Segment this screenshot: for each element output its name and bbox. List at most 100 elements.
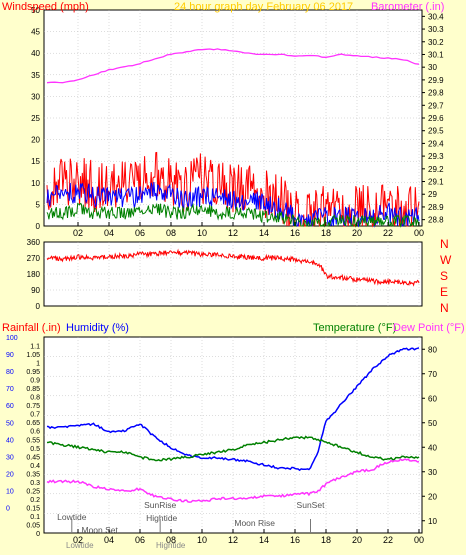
barometer-tick-label: 29.2 bbox=[428, 165, 444, 174]
x-tick-label: 06 bbox=[135, 228, 145, 238]
average-line bbox=[46, 181, 420, 228]
x-tick-label: 14 bbox=[259, 535, 269, 545]
direction-axis-ticks: 0 90 180 270 360 bbox=[27, 238, 41, 311]
temperature-tick-label: 60 bbox=[428, 394, 437, 403]
humidity-axis-title: Humidity (%) bbox=[66, 322, 129, 334]
windspeed-tick-label: 35 bbox=[31, 71, 40, 80]
barometer-axis-ticks: 28.8 28.9 29 29.1 29.2 29.3 29.4 29.5 29.6 29.7 29… bbox=[422, 12, 444, 225]
x-tick-label: 02 bbox=[73, 228, 83, 238]
windspeed-tick-label: 5 bbox=[36, 200, 41, 209]
rainfall-tick-label: 0.8 bbox=[30, 395, 40, 402]
dew-point-axis-title: Dew Point (°F) bbox=[393, 322, 465, 334]
x-tick-label: 02 bbox=[73, 535, 83, 545]
x-tick-label: 12 bbox=[228, 228, 238, 238]
windspeed-tick-label: 50 bbox=[31, 6, 40, 15]
rainfall-axis-ticks: 0 0.050.1 0.150.2 0.250.3 0.350.4 0.450.5 0.55… bbox=[26, 344, 40, 538]
compass-label: W bbox=[440, 253, 452, 267]
rainfall-axis-title: Rainfall (.in) bbox=[2, 322, 61, 334]
humidity-tick-label: 100 bbox=[6, 335, 18, 342]
temperature-axis-title: Temperature (°F) bbox=[313, 322, 396, 334]
wind-panel-x-ticks: 02 04 06 08 10 12 14 16 18 20 22 00 bbox=[73, 222, 424, 238]
barometer-tick-label: 30 bbox=[428, 63, 437, 72]
rainfall-tick-label: 0.25 bbox=[26, 488, 40, 495]
windspeed-axis-title: Windspeed (mph) bbox=[2, 1, 89, 13]
barometer-tick-label: 30.4 bbox=[428, 12, 444, 21]
barometer-tick-label: 29.7 bbox=[428, 101, 444, 110]
barometer-line bbox=[46, 48, 420, 84]
windspeed-tick-label: 0 bbox=[36, 222, 41, 231]
x-tick-label: 22 bbox=[383, 228, 393, 238]
x-tick-label: 06 bbox=[135, 535, 145, 545]
barometer-tick-label: 29.4 bbox=[428, 139, 444, 148]
annotation-label: SunSet bbox=[297, 500, 326, 510]
annotation-label: Hightide bbox=[146, 513, 177, 523]
barometer-tick-label: 29.8 bbox=[428, 89, 444, 98]
x-tick-label: 12 bbox=[228, 535, 238, 545]
x-tick-label: 16 bbox=[290, 228, 300, 238]
humidity-tick-label: 50 bbox=[6, 420, 14, 427]
barometer-tick-label: 29.9 bbox=[428, 76, 444, 85]
direction-tick-label: 180 bbox=[27, 270, 41, 279]
temperature-tick-label: 20 bbox=[428, 492, 437, 501]
windspeed-tick-label: 25 bbox=[31, 114, 40, 123]
rainfall-tick-label: 0.1 bbox=[30, 514, 40, 521]
temperature-tick-label: 80 bbox=[428, 345, 437, 354]
barometer-axis-title: Barometer (.in) bbox=[371, 1, 444, 13]
chart-title: 24 hour graph day February 06 2017 bbox=[174, 1, 353, 13]
x-tick-label: 16 bbox=[290, 535, 300, 545]
humidity-tick-label: 40 bbox=[6, 437, 14, 444]
barometer-tick-label: 30.3 bbox=[428, 25, 444, 34]
rainfall-tick-label: 1.1 bbox=[30, 344, 40, 351]
humidity-tick-label: 60 bbox=[6, 403, 14, 410]
direction-line bbox=[46, 248, 420, 287]
rainfall-tick-label: 0 bbox=[36, 531, 40, 538]
humidity-tick-label: 80 bbox=[6, 369, 14, 376]
barometer-tick-label: 29.5 bbox=[428, 127, 444, 136]
humidity-axis-ticks: 0 10 20 30 40 50 60 70 80 90 100 bbox=[6, 335, 18, 513]
humidity-tick-label: 30 bbox=[6, 454, 14, 461]
humidity-tick-label: 70 bbox=[6, 386, 14, 393]
windspeed-tick-label: 20 bbox=[31, 136, 40, 145]
temperature-tick-label: 30 bbox=[428, 468, 437, 477]
rainfall-tick-label: 0.75 bbox=[26, 403, 40, 410]
humidity-panel-series bbox=[46, 347, 420, 503]
x-tick-label: 20 bbox=[352, 535, 362, 545]
x-tick-label: 20 bbox=[352, 228, 362, 238]
rainfall-tick-label: 0.45 bbox=[26, 454, 40, 461]
direction-panel-series bbox=[46, 248, 420, 287]
x-tick-label: 18 bbox=[321, 535, 331, 545]
low-line bbox=[46, 202, 420, 228]
rainfall-tick-label: 0.95 bbox=[26, 369, 40, 376]
astro-annotations: Lowtide Moon Set SunRise Hightide Moon Rise S… bbox=[57, 500, 325, 535]
windspeed-tick-label: 40 bbox=[31, 49, 40, 58]
barometer-tick-label: 29.3 bbox=[428, 152, 444, 161]
x-tick-label: 08 bbox=[166, 228, 176, 238]
windspeed-tick-label: 15 bbox=[31, 157, 40, 166]
direction-tick-label: 90 bbox=[31, 286, 40, 295]
rainfall-tick-label: 0.4 bbox=[30, 463, 40, 470]
barometer-tick-label: 30.2 bbox=[428, 38, 444, 47]
x-tick-label: 10 bbox=[197, 535, 207, 545]
x-tick-label: 08 bbox=[166, 535, 176, 545]
x-tick-label: 10 bbox=[197, 228, 207, 238]
temperature-tick-label: 70 bbox=[428, 370, 437, 379]
rainfall-tick-label: 0.2 bbox=[30, 497, 40, 504]
x-tick-label: 00 bbox=[414, 535, 424, 545]
rainfall-tick-label: 1.05 bbox=[26, 352, 40, 359]
compass-label: N bbox=[440, 237, 449, 251]
x-tick-label: 04 bbox=[104, 228, 114, 238]
rainfall-tick-label: 1 bbox=[36, 361, 40, 368]
humidity-tick-label: 20 bbox=[6, 471, 14, 478]
x-tick-label: 22 bbox=[383, 535, 393, 545]
rainfall-tick-label: 0.35 bbox=[26, 471, 40, 478]
barometer-tick-label: 29 bbox=[428, 190, 437, 199]
humidity-line bbox=[46, 347, 420, 472]
barometer-tick-label: 28.9 bbox=[428, 203, 444, 212]
rainfall-tick-label: 0.05 bbox=[26, 522, 40, 529]
direction-tick-label: 270 bbox=[27, 254, 41, 263]
compass-label: E bbox=[440, 285, 448, 299]
direction-tick-label: 0 bbox=[36, 302, 41, 311]
rainfall-tick-label: 0.3 bbox=[30, 480, 40, 487]
rainfall-tick-label: 0.65 bbox=[26, 420, 40, 427]
